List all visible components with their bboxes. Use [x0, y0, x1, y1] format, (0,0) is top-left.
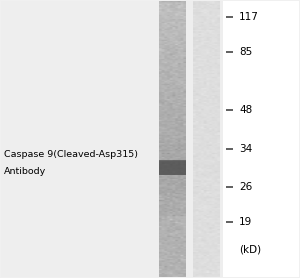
- Text: Antibody: Antibody: [4, 167, 47, 176]
- Text: 85: 85: [239, 47, 252, 57]
- Text: 117: 117: [239, 11, 259, 21]
- Text: 26: 26: [239, 182, 252, 192]
- Text: 48: 48: [239, 105, 252, 115]
- Text: (kD): (kD): [239, 244, 261, 254]
- Text: 34: 34: [239, 144, 252, 154]
- Bar: [2, 1, 223, 277]
- Bar: [159, 160, 186, 175]
- Text: Caspase 9(Cleaved-Asp315): Caspase 9(Cleaved-Asp315): [4, 150, 138, 159]
- Text: 19: 19: [239, 217, 252, 227]
